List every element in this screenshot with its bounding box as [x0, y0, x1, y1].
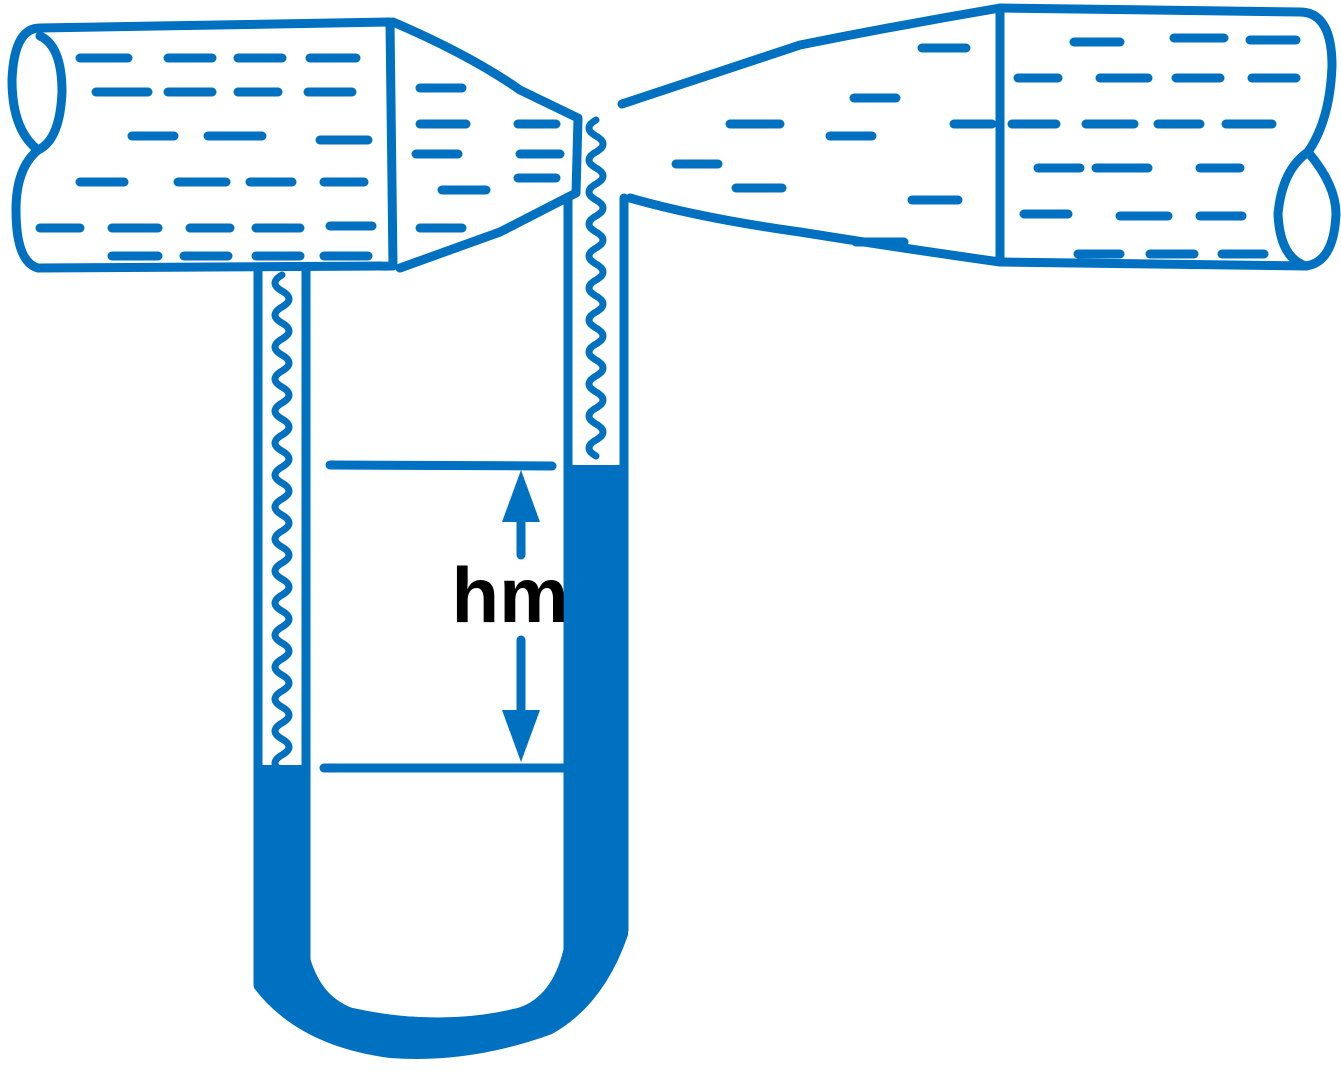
hm-label: hm	[452, 551, 569, 639]
outlet-liquid-dashes	[1007, 33, 1301, 259]
throat-tapping-zigzag	[585, 116, 607, 460]
converging-liquid-dashes	[411, 83, 565, 233]
outlet-pipe	[995, 3, 1341, 271]
inlet-pipe	[7, 17, 398, 273]
manometric-fluid	[254, 465, 628, 1059]
diverging-cone	[617, 3, 1005, 267]
inlet-tapping-zigzag	[271, 271, 293, 775]
upper-level-line	[325, 460, 557, 471]
diverging-liquid-dashes	[671, 43, 997, 247]
hm-arrow-up-head	[502, 470, 540, 522]
inlet-liquid-dashes	[35, 53, 377, 261]
hm-arrow-down-head	[502, 710, 540, 762]
converging-cone	[388, 17, 583, 273]
